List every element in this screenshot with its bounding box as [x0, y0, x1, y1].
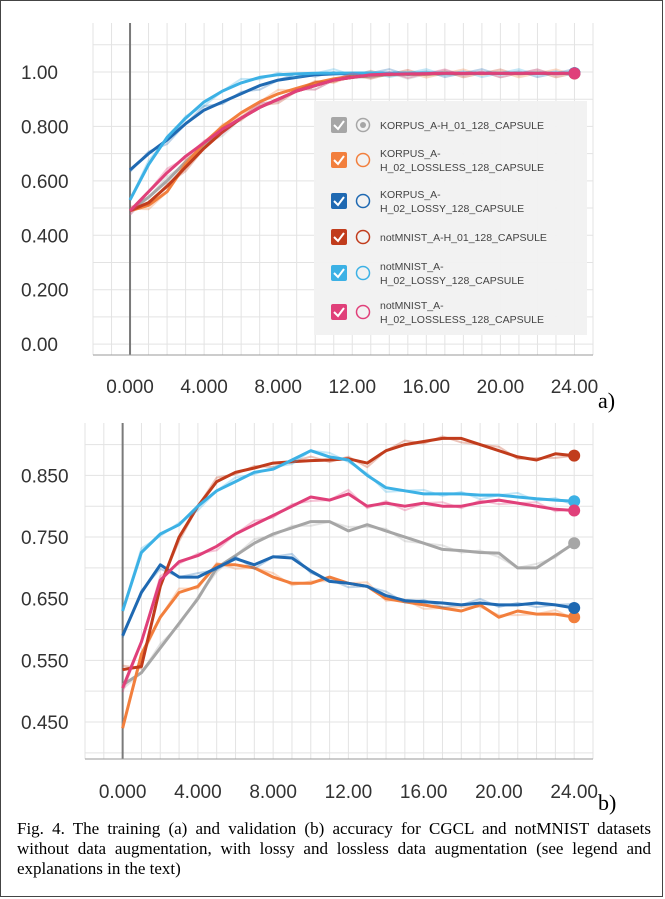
legend-item: notMNIST_A- H_02_LOSSLESS_128_CAPSULE	[331, 300, 544, 326]
x-tick-label: 20.00	[477, 377, 525, 398]
legend-item: KORPUS_A- H_02_LOSSLESS_128_CAPSULE	[331, 148, 544, 174]
checkbox-icon	[331, 229, 347, 245]
x-tick-label: 16.00	[403, 377, 451, 398]
series-line	[121, 555, 575, 637]
chart-panel-b: 0.850 0.750 0.650 0.550 0.450 0.000 4.000 8.000…	[21, 423, 616, 815]
y-tick-label: 0.450	[21, 713, 69, 734]
checkbox-icon	[331, 304, 347, 320]
checkbox-icon	[331, 117, 347, 133]
series-line-raw	[121, 488, 575, 693]
y-tick-label: 0.650	[21, 590, 69, 611]
series-end-point	[568, 601, 581, 614]
series-end-point	[568, 495, 581, 508]
legend: KORPUS_A-H_01_128_CAPSULE KORPUS_A- H_02_L…	[314, 101, 587, 335]
check-mark-icon	[333, 196, 345, 207]
legend-label: notMNIST_A-	[380, 300, 444, 312]
panel-label: a)	[598, 388, 615, 413]
x-tick-label: 12.00	[328, 377, 376, 398]
series-line-raw	[121, 552, 575, 639]
x-tick-label: 8.000	[254, 377, 302, 398]
y-tick-label: 1.00	[21, 63, 58, 84]
grid	[84, 423, 594, 759]
x-tick-label: 20.00	[475, 782, 523, 803]
y-tick-label: 0.00	[21, 335, 58, 356]
circle-marker-icon	[355, 304, 371, 320]
y-tick-label: 0.200	[21, 281, 69, 302]
y-tick-label: 0.550	[21, 651, 69, 672]
y-tick-label: 0.800	[21, 117, 69, 138]
circle-marker-icon	[355, 265, 371, 281]
x-tick-label: 12.00	[325, 782, 373, 803]
legend-item: notMNIST_A-H_01_128_CAPSULE	[331, 229, 547, 245]
check-mark-icon	[333, 155, 345, 166]
series-end-point	[568, 449, 581, 462]
x-tick-label: 16.00	[400, 782, 448, 803]
series-end-point	[568, 67, 581, 80]
legend-label: KORPUS_A-H_01_128_CAPSULE	[380, 120, 544, 132]
check-mark-icon	[333, 307, 345, 318]
legend-item: KORPUS_A-H_01_128_CAPSULE	[331, 117, 544, 133]
legend-label: H_02_LOSSY_128_CAPSULE	[380, 203, 524, 215]
legend-label: H_02_LOSSY_128_CAPSULE	[380, 275, 524, 287]
check-mark-icon	[333, 232, 345, 243]
legend-label: KORPUS_A-	[380, 189, 441, 201]
series-line	[121, 449, 575, 612]
circle-marker-fill	[360, 122, 366, 128]
legend-label: notMNIST_A-H_01_128_CAPSULE	[380, 232, 547, 244]
series-end-point	[568, 611, 581, 624]
legend-label: H_02_LOSSLESS_128_CAPSULE	[380, 162, 544, 174]
series-line	[128, 71, 575, 212]
x-tick-label: 4.000	[174, 782, 222, 803]
checkbox-icon	[331, 152, 347, 168]
x-tick-label: 8.000	[249, 782, 297, 803]
x-tick-label: 24.00	[551, 377, 599, 398]
circle-marker-icon	[355, 152, 371, 168]
y-tick-label: 0.850	[21, 466, 69, 487]
legend-item: KORPUS_A- H_02_LOSSY_128_CAPSULE	[331, 189, 524, 215]
check-mark-icon	[333, 120, 345, 131]
x-tick-label: 0.000	[99, 782, 147, 803]
series-line	[121, 520, 576, 687]
y-tick-label: 0.750	[21, 528, 69, 549]
series-line-raw	[129, 68, 575, 216]
legend-item: notMNIST_A- H_02_LOSSY_128_CAPSULE	[331, 261, 524, 287]
circle-marker-icon	[355, 229, 371, 245]
figure-caption: Fig. 4. The training (a) and validation …	[17, 819, 651, 878]
legend-label: KORPUS_A-	[380, 148, 441, 160]
circle-marker-icon	[355, 193, 371, 209]
series-group	[121, 435, 581, 729]
series-end-point	[568, 537, 581, 550]
circle-marker-icon	[355, 117, 371, 133]
y-tick-label: 0.600	[21, 172, 69, 193]
checkbox-icon	[331, 265, 347, 281]
checkbox-icon	[331, 193, 347, 209]
legend-label: notMNIST_A-	[380, 261, 444, 273]
x-tick-label: 0.000	[106, 377, 154, 398]
series-line	[121, 492, 575, 689]
x-tick-label: 4.000	[180, 377, 228, 398]
x-tick-label: 24.00	[550, 782, 598, 803]
legend-label: H_02_LOSSLESS_128_CAPSULE	[380, 314, 544, 326]
y-tick-label: 0.400	[21, 226, 69, 247]
check-mark-icon	[333, 268, 345, 279]
series-end-point	[568, 504, 581, 517]
panel-label: b)	[598, 790, 616, 815]
legend-box	[314, 101, 587, 335]
series-group	[128, 67, 581, 216]
